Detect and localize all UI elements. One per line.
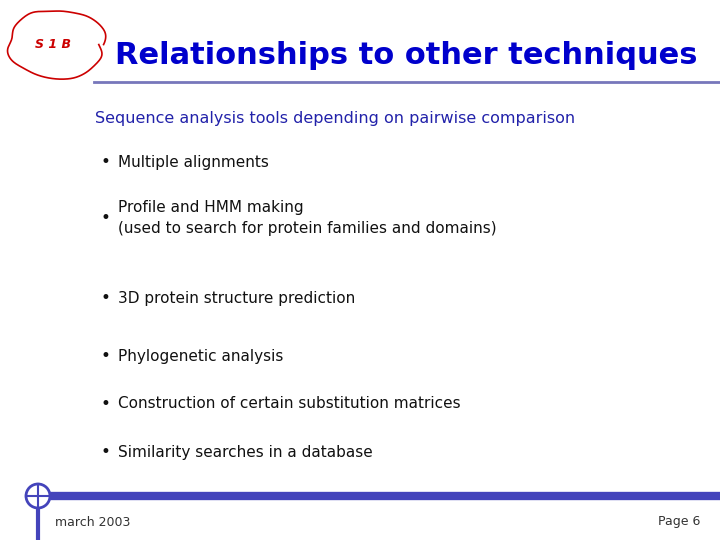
Text: Similarity searches in a database: Similarity searches in a database [118,444,373,460]
Text: march 2003: march 2003 [55,516,130,529]
Text: •: • [100,347,110,365]
Text: •: • [100,153,110,171]
Text: •: • [100,209,110,227]
Text: •: • [100,395,110,413]
Text: Phylogenetic analysis: Phylogenetic analysis [118,348,284,363]
Polygon shape [7,11,106,79]
Text: Page 6: Page 6 [657,516,700,529]
Text: Profile and HMM making
(used to search for protein families and domains): Profile and HMM making (used to search f… [118,200,497,236]
Text: Relationships to other techniques: Relationships to other techniques [115,40,698,70]
Text: S 1 B: S 1 B [35,38,71,51]
Text: •: • [100,443,110,461]
Text: •: • [100,289,110,307]
Text: 3D protein structure prediction: 3D protein structure prediction [118,291,355,306]
Circle shape [26,484,50,508]
Text: Sequence analysis tools depending on pairwise comparison: Sequence analysis tools depending on pai… [95,111,575,125]
Text: Construction of certain substitution matrices: Construction of certain substitution mat… [118,396,461,411]
Text: Multiple alignments: Multiple alignments [118,154,269,170]
